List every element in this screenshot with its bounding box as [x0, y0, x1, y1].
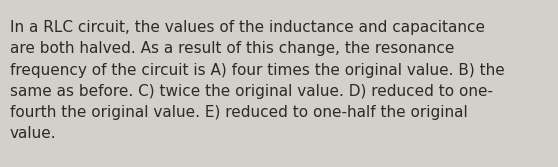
- Text: In a RLC circuit, the values of the inductance and capacitance
are both halved. : In a RLC circuit, the values of the indu…: [10, 20, 505, 141]
